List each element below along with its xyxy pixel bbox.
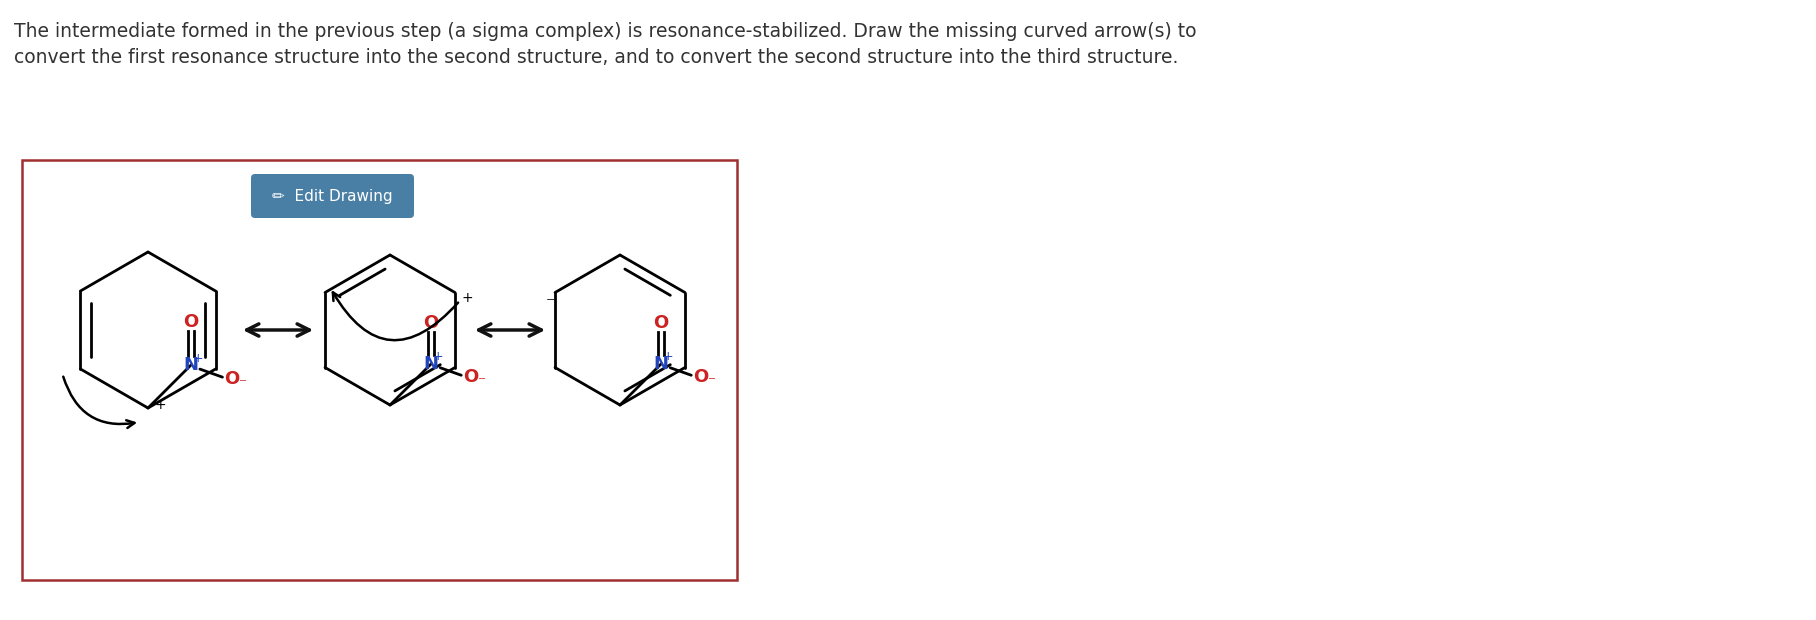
Bar xyxy=(22,160,737,580)
Text: +: + xyxy=(663,350,674,363)
Text: +: + xyxy=(192,352,203,365)
Text: ⁻: ⁻ xyxy=(708,374,716,389)
Text: ⁻: ⁻ xyxy=(545,296,556,314)
Text: ⁻: ⁻ xyxy=(240,376,247,391)
FancyBboxPatch shape xyxy=(251,174,414,218)
Text: The intermediate formed in the previous step (a sigma complex) is resonance-stab: The intermediate formed in the previous … xyxy=(15,22,1197,41)
Text: O: O xyxy=(654,314,668,332)
Text: N: N xyxy=(654,355,668,373)
Text: O: O xyxy=(692,368,708,386)
Text: convert the first resonance structure into the second structure, and to convert : convert the first resonance structure in… xyxy=(15,48,1179,67)
Text: N: N xyxy=(183,356,198,374)
Text: O: O xyxy=(183,313,198,331)
Text: O: O xyxy=(463,368,478,386)
Text: O: O xyxy=(223,370,240,388)
Text: +: + xyxy=(154,398,165,412)
Text: +: + xyxy=(461,291,472,306)
Text: O: O xyxy=(423,314,439,332)
Text: ⁻: ⁻ xyxy=(478,374,487,389)
Text: N: N xyxy=(423,355,439,373)
Text: ✏  Edit Drawing: ✏ Edit Drawing xyxy=(272,188,392,203)
Text: +: + xyxy=(432,350,443,363)
